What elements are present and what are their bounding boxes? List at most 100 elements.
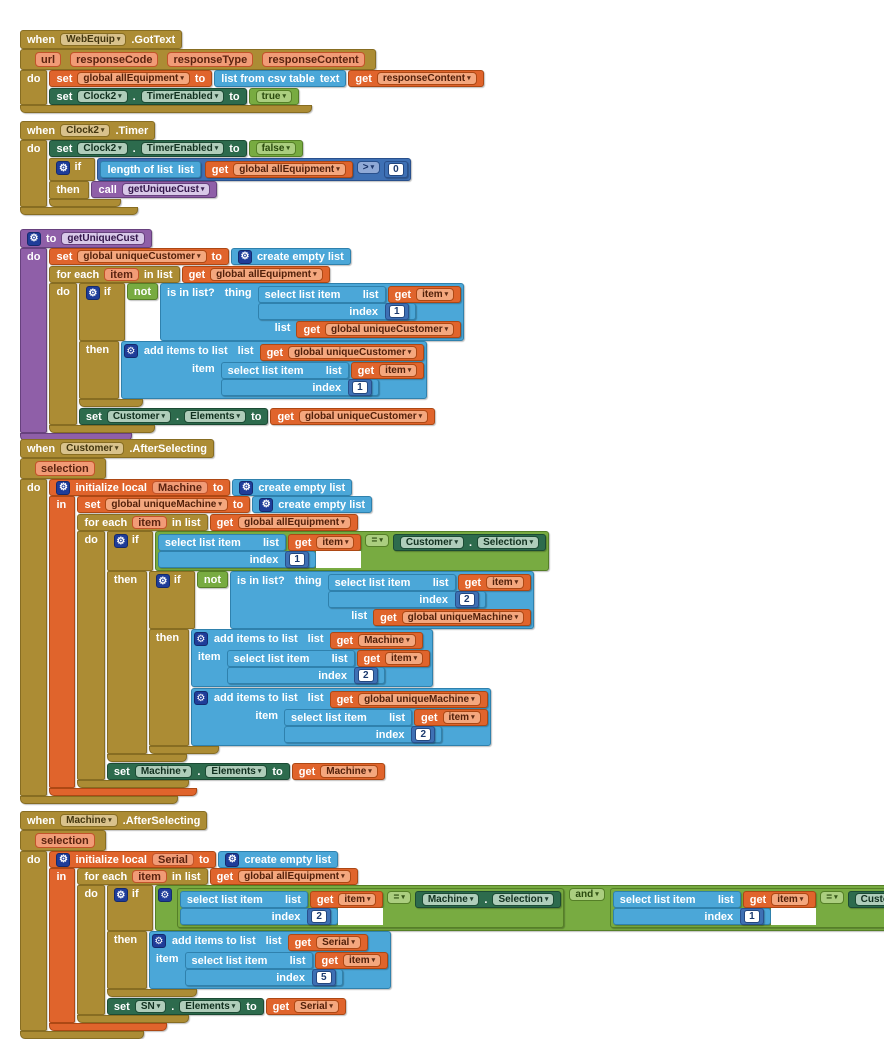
property-dropdown[interactable]: TimerEnabled ▾	[140, 142, 225, 155]
variable-dropdown[interactable]: responseContent ▾	[376, 72, 477, 85]
variable-dropdown[interactable]: item ▾	[379, 364, 418, 377]
number-block[interactable]: 0	[384, 161, 408, 178]
equals-operator-dropdown[interactable]: = ▾	[365, 534, 389, 547]
number-field[interactable]: 2	[311, 910, 327, 923]
component-dropdown[interactable]: Clock2 ▾	[77, 90, 128, 103]
select-list-item-block[interactable]: select list item list get item ▾	[327, 574, 532, 608]
component-dropdown[interactable]: WebEquip ▾	[60, 33, 127, 46]
number-block[interactable]: 2	[353, 667, 378, 684]
get-variable-block[interactable]: get responseContent ▾	[348, 70, 484, 87]
logic-and-block[interactable]: ⚙ select list item list get	[154, 885, 884, 931]
mutator-gear-icon[interactable]: ⚙	[157, 888, 172, 902]
procedure-block-getuniquecust[interactable]: ⚙ to getUniqueCust do set global uniqueC…	[20, 229, 465, 441]
param-pill[interactable]: responseContent	[262, 52, 365, 67]
component-dropdown[interactable]: Customer▾	[106, 410, 172, 423]
local-variable-name-field[interactable]: Machine	[151, 481, 208, 494]
list-from-csv-table-block[interactable]: list from csv table text	[214, 70, 347, 87]
if-block[interactable]: ⚙ if not is in list?	[148, 571, 535, 754]
get-variable-block[interactable]: get item ▾	[350, 362, 425, 379]
for-each-header[interactable]: for each item in list	[77, 514, 208, 531]
event-block-machine-afterselecting[interactable]: when Machine ▾ .AfterSelecting selection …	[20, 811, 884, 1039]
create-empty-list-block[interactable]: ⚙ create empty list	[232, 479, 353, 496]
if-block[interactable]: ⚙ if not is in list? thing	[78, 283, 465, 407]
mutator-gear-icon[interactable]: ⚙	[193, 691, 208, 705]
is-in-list-block[interactable]: is in list? thing select list item list g…	[160, 283, 465, 341]
mutator-gear-icon[interactable]: ⚙	[259, 497, 274, 512]
select-list-item-block[interactable]: select list item list get item ▾	[612, 891, 817, 925]
equals-operator-dropdown[interactable]: = ▾	[387, 891, 411, 904]
variable-dropdown[interactable]: item ▾	[416, 288, 455, 301]
variable-dropdown[interactable]: Machine ▾	[320, 765, 378, 778]
logic-value-dropdown[interactable]: false ▾	[255, 142, 296, 155]
mutator-gear-icon[interactable]: ⚙	[56, 161, 71, 175]
get-variable-block[interactable]: get item ▾	[287, 534, 362, 551]
set-property-block[interactable]: set SN ▾ . Elements ▾ to	[106, 998, 264, 1015]
select-list-item-block[interactable]: select list item list get item ▾	[179, 891, 384, 925]
property-dropdown[interactable]: TimerEnabled ▾	[140, 90, 225, 103]
number-block[interactable]: 1	[348, 379, 372, 396]
variable-dropdown[interactable]: item ▾	[486, 576, 525, 589]
equals-block[interactable]: select list item list get item ▾	[154, 531, 550, 571]
event-block-customer-afterselecting[interactable]: when Customer ▾ .AfterSelecting selection…	[20, 439, 550, 804]
number-field[interactable]: 1	[352, 381, 368, 394]
add-items-to-list-block[interactable]: ⚙ add items to list list get	[190, 688, 491, 746]
for-each-block[interactable]: for each item in list get global allEqui…	[77, 868, 884, 1023]
variable-dropdown[interactable]: global uniqueMachine ▾	[401, 611, 525, 624]
param-pill[interactable]: responseType	[167, 52, 254, 67]
variable-dropdown[interactable]: Serial ▾	[316, 936, 361, 949]
component-dropdown[interactable]: Customer▾	[854, 893, 884, 906]
initialize-local-block[interactable]: ⚙ initialize local Machine to ⚙ create e…	[49, 479, 550, 796]
variable-dropdown[interactable]: global allEquipment ▾	[238, 516, 351, 529]
variable-dropdown[interactable]: item ▾	[385, 652, 424, 665]
procedure-header[interactable]: ⚙ to getUniqueCust	[20, 229, 152, 248]
get-variable-block[interactable]: get item ▾	[742, 891, 817, 908]
event-block-clock2-timer[interactable]: when Clock2 ▾ .Timer do set Clock2 ▾ . Tim…	[20, 121, 411, 215]
equals-block[interactable]: select list item list get item ▾	[609, 888, 884, 928]
if-block[interactable]: ⚙ if length of list list get global allEqu…	[49, 158, 411, 207]
component-getter-block[interactable]: Customer▾ . Selection▾	[392, 534, 547, 551]
variable-dropdown[interactable]: global uniqueCustomer ▾	[324, 323, 455, 336]
number-field[interactable]: 1	[289, 553, 305, 566]
get-variable-block[interactable]: get global uniqueCustomer ▾	[259, 344, 425, 361]
number-block[interactable]: 5	[311, 969, 336, 986]
set-property-block[interactable]: set Machine ▾ . Elements ▾ to	[106, 763, 290, 780]
param-pill[interactable]: selection	[35, 461, 95, 476]
is-in-list-block[interactable]: is in list? thing select list item list	[230, 571, 535, 629]
get-variable-block[interactable]: get global allEquipment ▾	[181, 266, 330, 283]
property-dropdown[interactable]: Elements ▾	[179, 1000, 242, 1013]
event-block-webequip-gottext[interactable]: when WebEquip ▾ .GotText url responseCode…	[20, 30, 484, 113]
mutator-gear-icon[interactable]: ⚙	[56, 480, 71, 495]
variable-dropdown[interactable]: item ▾	[316, 536, 355, 549]
component-dropdown[interactable]: Customer▾	[60, 442, 125, 455]
get-variable-block[interactable]: get global allEquipment ▾	[209, 514, 358, 531]
variable-dropdown[interactable]: global allEquipment ▾	[77, 72, 190, 85]
logic-not-block[interactable]: not	[196, 571, 229, 588]
number-field[interactable]: 0	[388, 163, 404, 176]
variable-dropdown[interactable]: global uniqueMachine ▾	[358, 693, 481, 706]
number-block[interactable]: 2	[411, 726, 436, 743]
mutator-gear-icon[interactable]: ⚙	[155, 574, 170, 588]
equals-block[interactable]: select list item list get item ▾	[176, 888, 565, 928]
create-empty-list-block[interactable]: ⚙ create empty list	[252, 496, 373, 513]
add-items-to-list-block[interactable]: ⚙ add items to list list get global uniq…	[120, 341, 428, 399]
initialize-local-block[interactable]: ⚙ initialize local Serial to ⚙ create em…	[49, 851, 884, 1031]
set-property-block[interactable]: set Customer ▾ . Elements ▾ to	[78, 408, 269, 425]
variable-dropdown[interactable]: global allEquipment ▾	[238, 870, 351, 883]
event-block-header[interactable]: when WebEquip ▾ .GotText	[20, 30, 183, 49]
procedure-name-field[interactable]: getUniqueCust	[61, 232, 145, 245]
select-list-item-block[interactable]: select list item list get item ▾	[226, 650, 431, 684]
variable-dropdown[interactable]: item ▾	[343, 954, 382, 967]
local-variable-name-field[interactable]: Serial	[151, 853, 194, 866]
event-block-header[interactable]: when Customer ▾ .AfterSelecting	[20, 439, 214, 458]
mutator-gear-icon[interactable]: ⚙	[193, 632, 208, 646]
component-getter-block[interactable]: Machine ▾ . Selection ▾	[414, 891, 562, 908]
for-each-header[interactable]: for each item in list	[77, 868, 208, 885]
number-block[interactable]: 2	[455, 591, 479, 608]
logic-true-block[interactable]: true ▾	[248, 88, 300, 105]
mutator-gear-icon[interactable]: ⚙	[85, 286, 100, 300]
number-field[interactable]: 2	[357, 669, 374, 682]
variable-dropdown[interactable]: global uniqueCustomer ▾	[77, 250, 207, 263]
number-block[interactable]: 1	[285, 551, 309, 568]
variable-dropdown[interactable]: global allEquipment ▾	[210, 268, 323, 281]
initialize-local-header[interactable]: ⚙ initialize local Serial to	[49, 851, 217, 868]
